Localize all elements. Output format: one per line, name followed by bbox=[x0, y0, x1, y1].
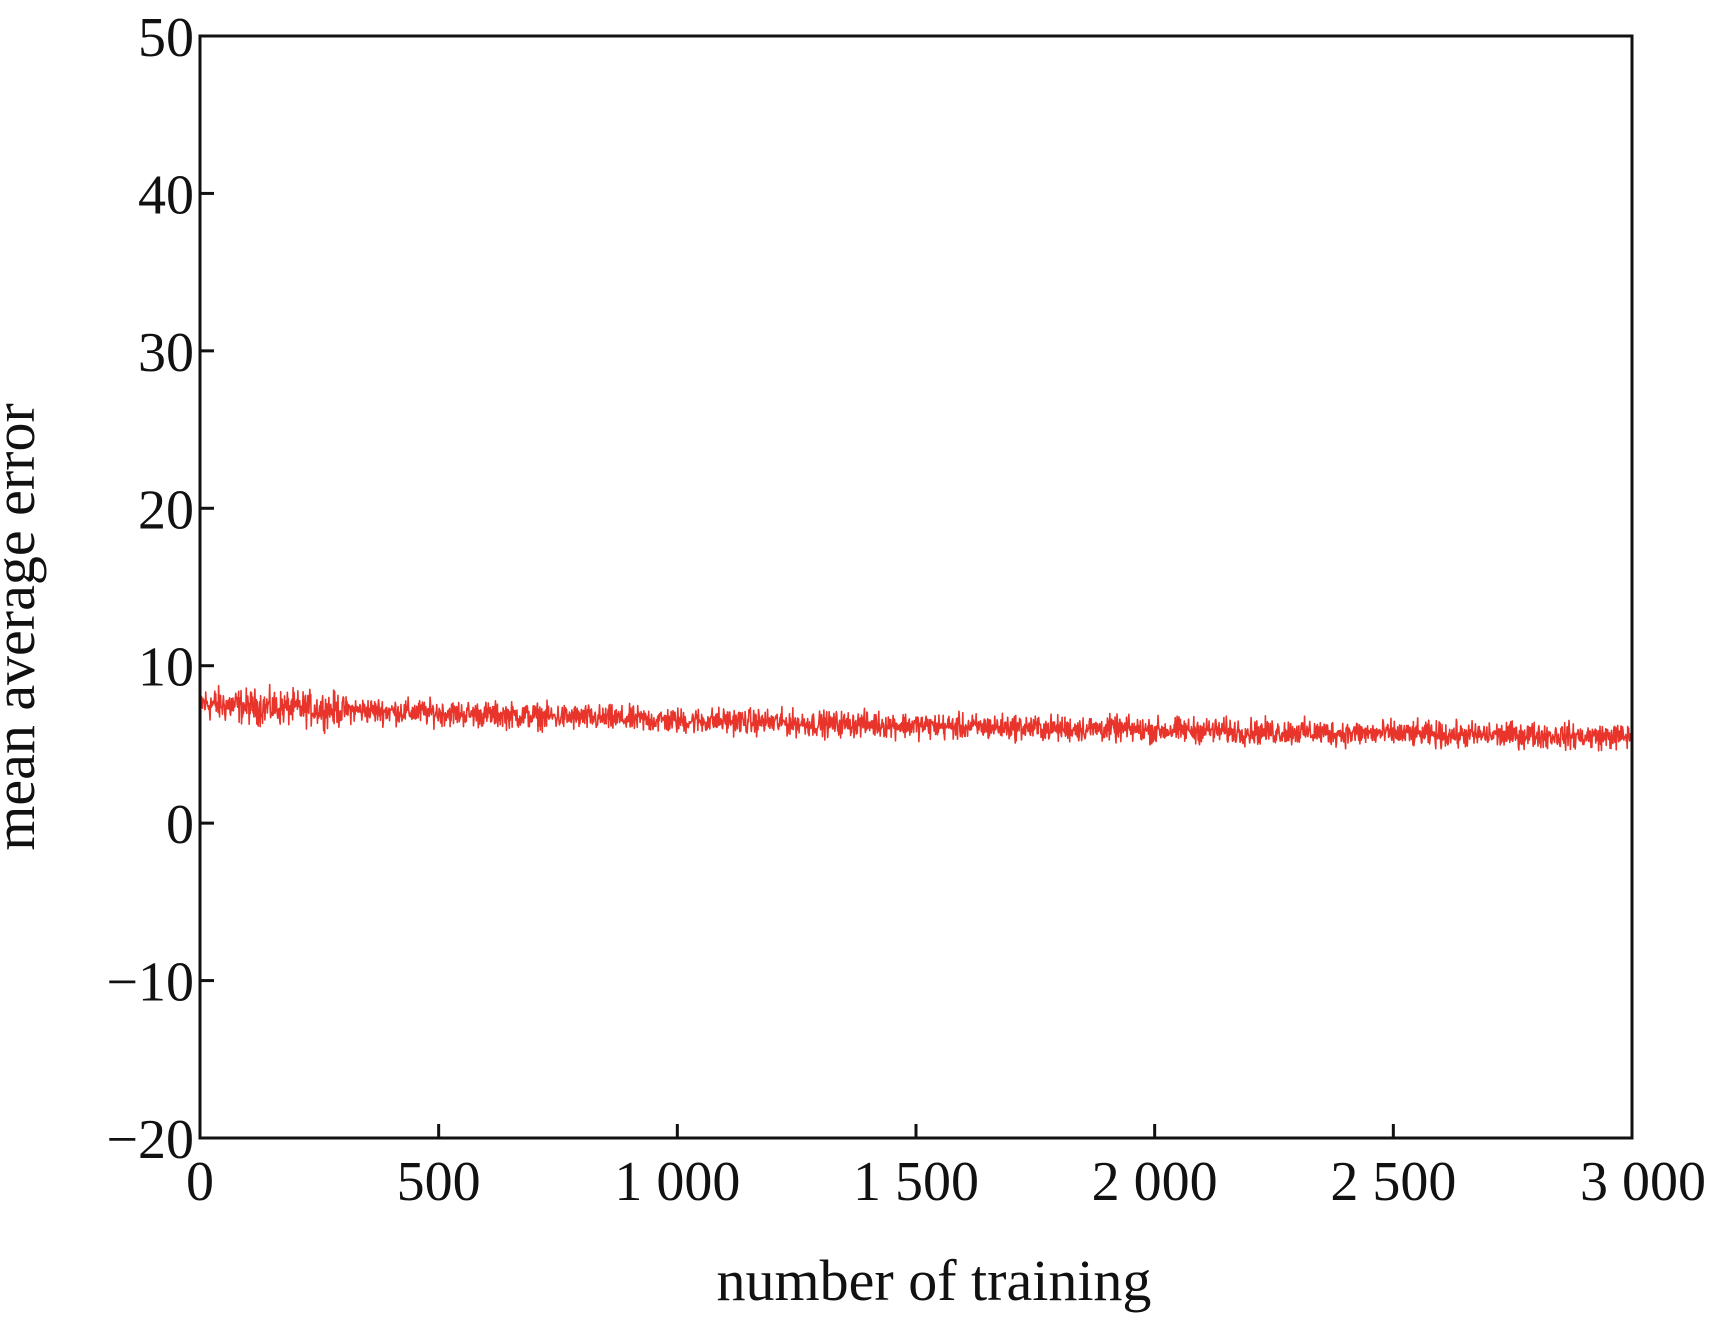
x-tick-label: 0 bbox=[186, 1151, 214, 1213]
y-tick-label: 40 bbox=[138, 164, 194, 226]
y-axis-title: mean average error bbox=[0, 403, 47, 851]
y-tick-label: −10 bbox=[106, 952, 194, 1014]
y-tick-label: 20 bbox=[138, 479, 194, 541]
x-tick-label: 500 bbox=[397, 1151, 481, 1213]
plot-frame bbox=[198, 34, 1634, 1140]
x-tick-label: 1 000 bbox=[614, 1151, 740, 1213]
series-line bbox=[199, 683, 1633, 752]
y-tick-label: −20 bbox=[106, 1109, 194, 1171]
x-tick-label: 1 500 bbox=[853, 1151, 979, 1213]
y-tick-label: 10 bbox=[138, 637, 194, 699]
x-tick-label: 2 500 bbox=[1330, 1151, 1456, 1213]
plot-area bbox=[199, 683, 1633, 752]
x-axis-title: number of training bbox=[717, 1248, 1152, 1313]
x-tick-label: 2 000 bbox=[1092, 1151, 1218, 1213]
y-tick-label: 50 bbox=[138, 7, 194, 69]
x-tick-label: 3 000 bbox=[1580, 1151, 1706, 1213]
y-axis: −20 −10 0 10 20 30 40 50 bbox=[106, 7, 214, 1171]
x-axis: 0 500 1 000 1 500 2 000 2 500 3 000 bbox=[186, 1124, 1706, 1213]
y-tick-label: 30 bbox=[138, 322, 194, 384]
y-tick-label: 0 bbox=[166, 794, 194, 856]
